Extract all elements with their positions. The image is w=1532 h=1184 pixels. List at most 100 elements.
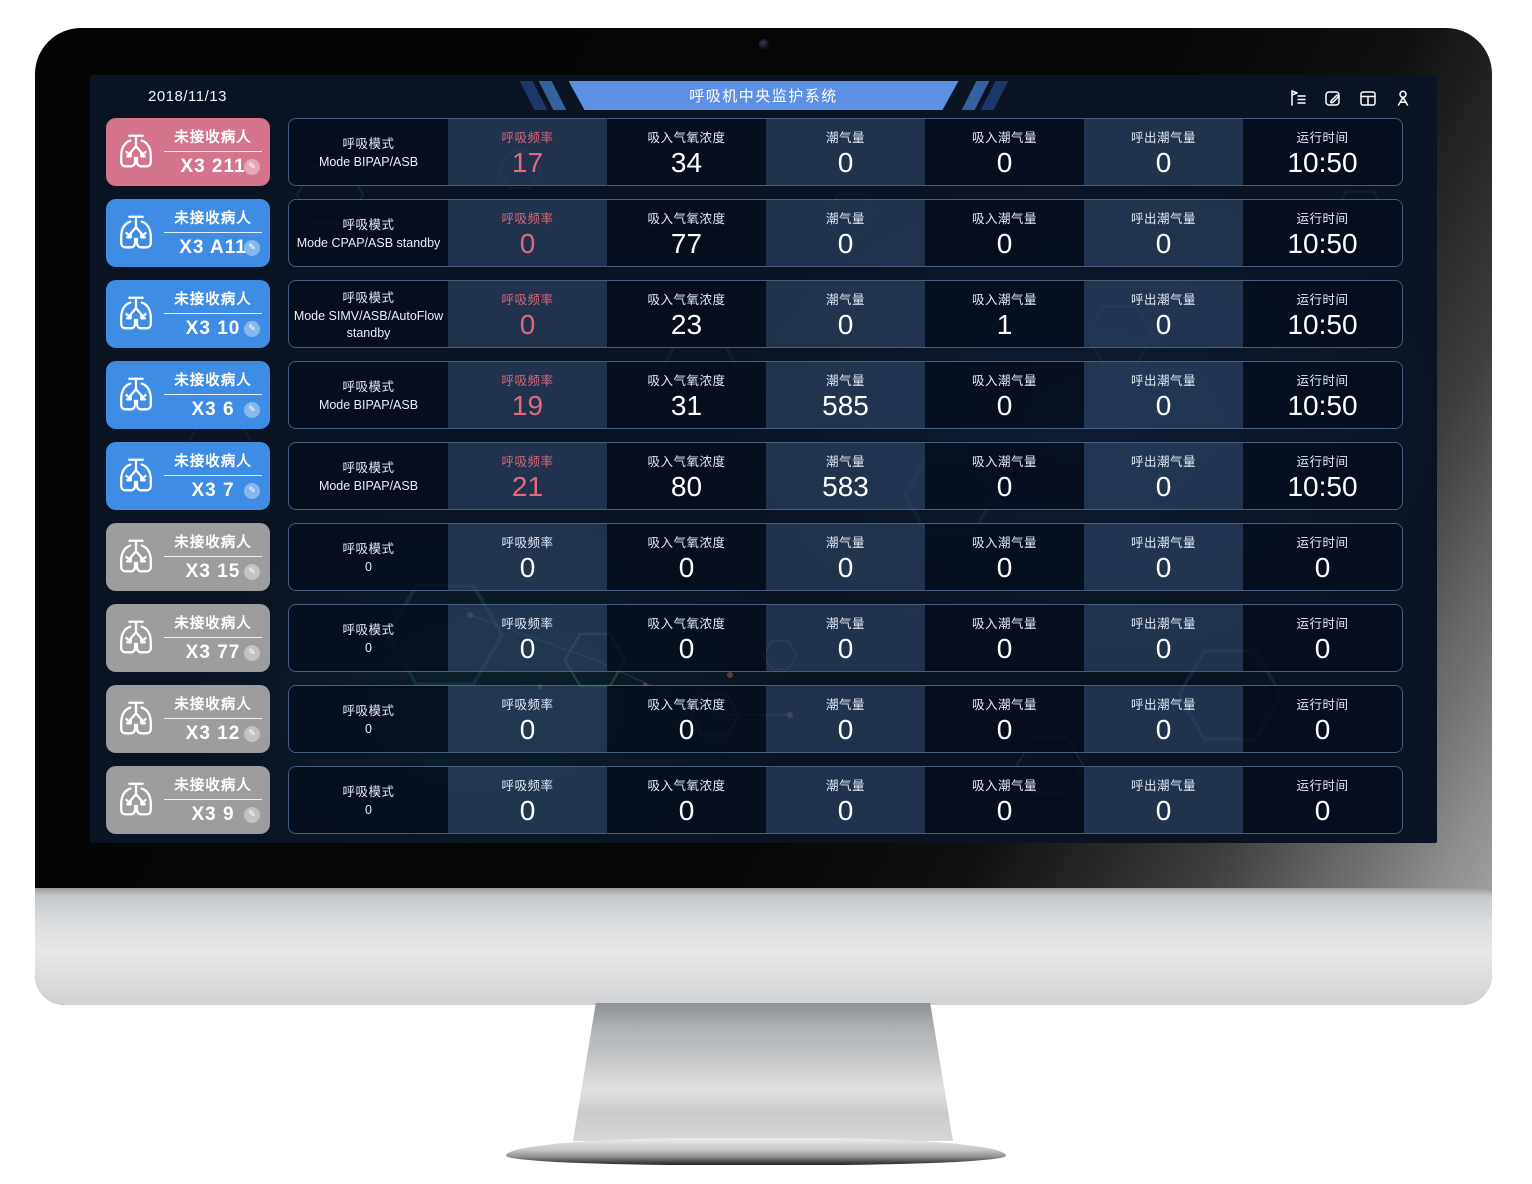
vitals-panel: 呼吸模式 Mode SIMV/ASB/AutoFlow standby 呼吸频率… [288,280,1403,348]
card-text: 未接收病人 X3 6 ✎ [164,369,262,422]
edit-badge-icon[interactable]: ✎ [244,158,260,175]
edit-note-icon[interactable] [1323,88,1343,108]
vitals-panel: 呼吸模式 Mode BIPAP/ASB 呼吸频率 19 吸入气氧浓度 31 潮气… [288,361,1403,429]
edit-badge-icon[interactable]: ✎ [244,563,260,580]
col-header-tidal: 潮气量 [825,373,865,388]
lung-icon [115,131,157,173]
cell-tidal-volume: 潮气量 0 [766,119,925,185]
col-header-exhaled-tidal: 呼出潮气量 [1130,373,1196,388]
patient-row: 未接收病人 X3 9 ✎ 呼吸模式 0 呼吸频率 0 吸入气氧浓度 0 [106,766,1403,834]
col-header-exhaled-tidal: 呼出潮气量 [1130,778,1196,793]
cell-fio2: 吸入气氧浓度 0 [607,605,766,671]
card-text: 未接收病人 X3 77 ✎ [164,612,262,665]
tidal-value: 0 [837,794,854,826]
runtime-value: 10:50 [1287,470,1358,502]
col-header-mode: 呼吸模式 [342,623,395,638]
cell-exhaled-tidal: 呼出潮气量 0 [1084,686,1243,752]
cell-runtime: 运行时间 0 [1243,524,1402,590]
patient-status-label: 未接收病人 [174,291,252,308]
cell-mode: 呼吸模式 0 [289,605,448,671]
cell-exhaled-tidal: 呼出潮气量 0 [1084,524,1243,590]
vitals-panel: 呼吸模式 0 呼吸频率 0 吸入气氧浓度 0 潮气量 0 吸入潮气量 0 呼出潮… [288,604,1403,672]
rate-value: 0 [519,227,536,259]
cell-tidal-volume: 潮气量 0 [766,605,925,671]
edit-badge-icon[interactable]: ✎ [244,239,260,256]
cell-exhaled-tidal: 呼出潮气量 0 [1084,605,1243,671]
layout-icon[interactable] [1358,88,1378,108]
mode-value: 0 [365,560,372,575]
inhaled-tidal-value: 0 [996,227,1013,259]
edit-badge-icon[interactable]: ✎ [244,401,260,418]
cell-tidal-volume: 潮气量 583 [766,443,925,509]
card-divider [164,636,262,638]
edit-badge-icon[interactable]: ✎ [244,482,260,499]
col-header-runtime: 运行时间 [1296,697,1349,712]
runtime-value: 0 [1314,794,1331,826]
col-header-fio2: 吸入气氧浓度 [647,616,726,631]
rate-value: 0 [519,308,536,340]
patient-card[interactable]: 未接收病人 X3 7 ✎ [106,442,270,510]
inhaled-tidal-value: 0 [996,551,1013,583]
col-header-inhaled-tidal: 吸入潮气量 [971,535,1037,550]
patient-row: 未接收病人 X3 7 ✎ 呼吸模式 Mode BIPAP/ASB 呼吸频率 21… [106,442,1403,510]
user-icon[interactable] [1393,88,1413,108]
cell-mode: 呼吸模式 Mode BIPAP/ASB [289,362,448,428]
patient-status-label: 未接收病人 [174,453,252,470]
patient-card[interactable]: 未接收病人 X3 A11 ✎ [106,199,270,267]
bed-line: X3 6 ✎ [164,398,262,422]
col-header-rate: 呼吸频率 [501,697,554,712]
bed-line: X3 211 ✎ [164,155,262,179]
patient-card[interactable]: 未接收病人 X3 10 ✎ [106,280,270,348]
runtime-value: 10:50 [1287,227,1358,259]
lung-icon [115,293,157,335]
cell-runtime: 运行时间 0 [1243,767,1402,833]
cell-respiratory-rate: 呼吸频率 0 [448,605,607,671]
cell-inhaled-tidal: 吸入潮气量 0 [925,443,1084,509]
fio2-value: 0 [678,794,695,826]
cell-runtime: 运行时间 0 [1243,686,1402,752]
cell-tidal-volume: 潮气量 0 [766,200,925,266]
col-header-runtime: 运行时间 [1296,778,1349,793]
col-header-fio2: 吸入气氧浓度 [647,697,726,712]
col-header-mode: 呼吸模式 [342,704,395,719]
app-screen: 2018/11/13 呼吸机中央监护系统 [90,75,1437,843]
col-header-inhaled-tidal: 吸入潮气量 [971,130,1037,145]
edit-badge-icon[interactable]: ✎ [244,644,260,661]
col-header-tidal: 潮气量 [825,616,865,631]
cell-respiratory-rate: 呼吸频率 17 [448,119,607,185]
col-header-mode: 呼吸模式 [342,218,395,233]
col-header-tidal: 潮气量 [825,535,865,550]
vitals-panel: 呼吸模式 0 呼吸频率 0 吸入气氧浓度 0 潮气量 0 吸入潮气量 0 呼出潮… [288,523,1403,591]
patient-card[interactable]: 未接收病人 X3 6 ✎ [106,361,270,429]
col-header-fio2: 吸入气氧浓度 [647,130,726,145]
edit-badge-icon[interactable]: ✎ [244,806,260,823]
edit-badge-icon[interactable]: ✎ [244,320,260,337]
outline-list-icon[interactable] [1288,88,1308,108]
inhaled-tidal-value: 0 [996,794,1013,826]
patient-card[interactable]: 未接收病人 X3 9 ✎ [106,766,270,834]
runtime-value: 10:50 [1287,308,1358,340]
col-header-rate: 呼吸频率 [501,454,554,469]
patient-card[interactable]: 未接收病人 X3 12 ✎ [106,685,270,753]
patient-row: 未接收病人 X3 10 ✎ 呼吸模式 Mode SIMV/ASB/AutoFlo… [106,280,1403,348]
bed-id-label: X3 7 [191,479,235,501]
monitor-stand-base [506,1138,1006,1165]
mode-value: 0 [365,803,372,818]
cell-exhaled-tidal: 呼出潮气量 0 [1084,767,1243,833]
cell-tidal-volume: 潮气量 0 [766,686,925,752]
card-divider [164,231,262,233]
patient-card[interactable]: 未接收病人 X3 15 ✎ [106,523,270,591]
patient-card[interactable]: 未接收病人 X3 77 ✎ [106,604,270,672]
lung-icon [115,455,157,497]
bed-line: X3 9 ✎ [164,803,262,827]
cell-mode: 呼吸模式 Mode SIMV/ASB/AutoFlow standby [289,281,448,347]
bed-id-label: X3 211 [180,155,246,177]
cell-respiratory-rate: 呼吸频率 0 [448,686,607,752]
fio2-value: 0 [678,551,695,583]
cell-tidal-volume: 潮气量 0 [766,767,925,833]
runtime-value: 10:50 [1287,146,1358,178]
exhaled-tidal-value: 0 [1155,713,1172,745]
edit-badge-icon[interactable]: ✎ [244,725,260,742]
patient-card[interactable]: 未接收病人 X3 211 ✎ [106,118,270,186]
